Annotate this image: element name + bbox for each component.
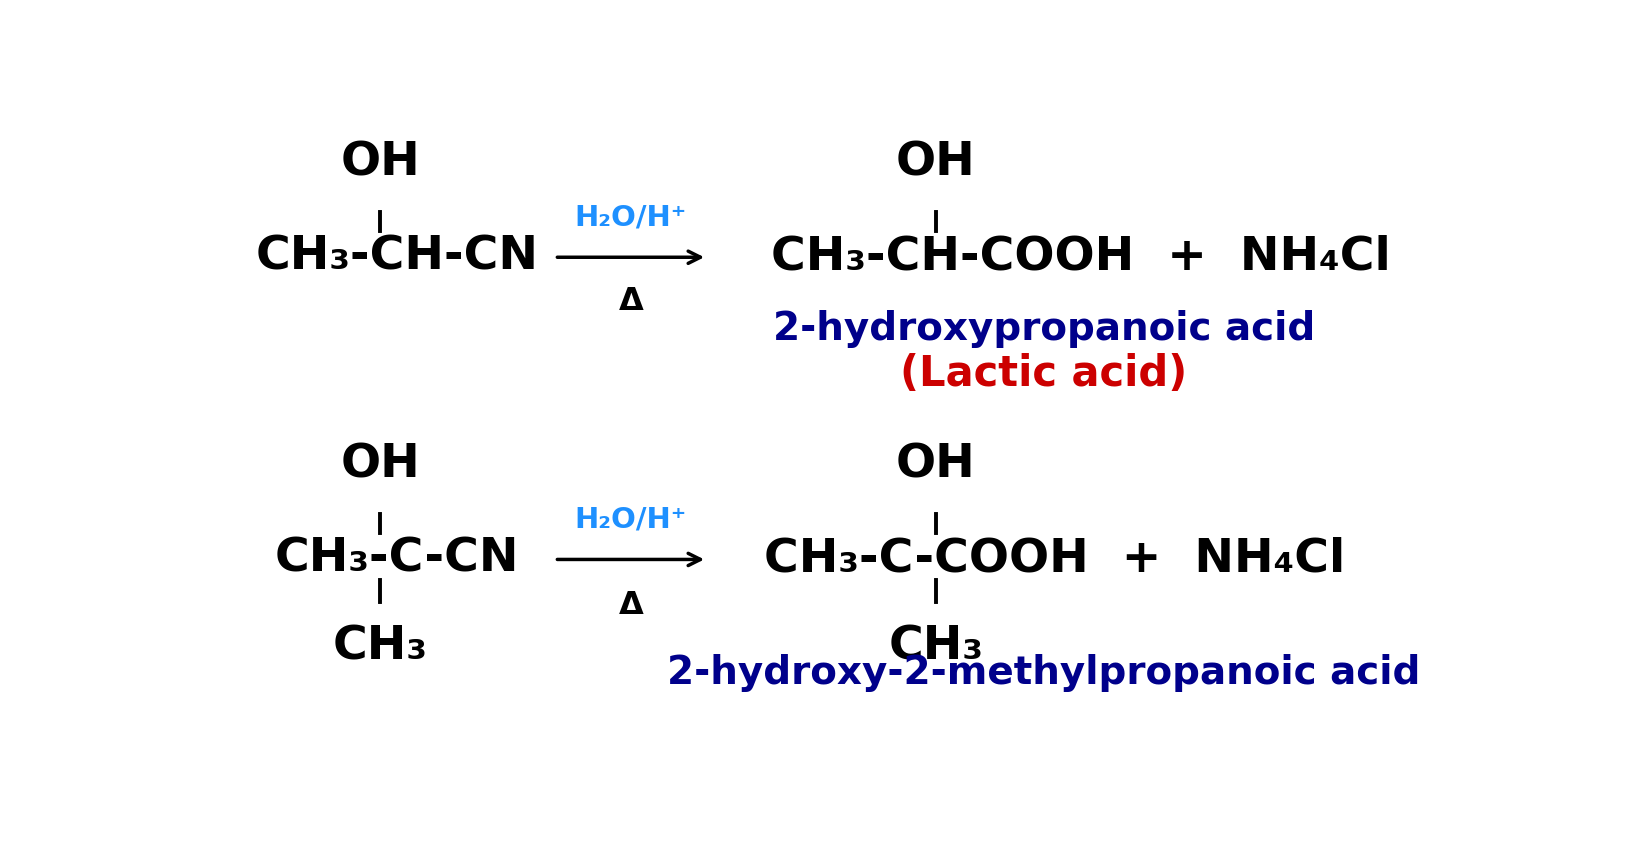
Text: 2-hydroxypropanoic acid: 2-hydroxypropanoic acid — [772, 310, 1314, 348]
Text: CH₃: CH₃ — [888, 625, 983, 669]
Text: (Lactic acid): (Lactic acid) — [900, 354, 1187, 395]
Text: OH: OH — [341, 443, 420, 488]
Text: CH₃-C-COOH  +  NH₄Cl: CH₃-C-COOH + NH₄Cl — [764, 537, 1344, 582]
Text: Δ: Δ — [618, 590, 642, 621]
Text: CH₃: CH₃ — [333, 625, 428, 669]
Text: OH: OH — [341, 141, 420, 186]
Text: CH₃-CH-CN: CH₃-CH-CN — [256, 235, 539, 279]
Text: 2-hydroxy-2-methylpropanoic acid: 2-hydroxy-2-methylpropanoic acid — [667, 654, 1419, 692]
Text: H₂O/H⁺: H₂O/H⁺ — [574, 203, 687, 231]
Text: OH: OH — [895, 443, 975, 488]
Text: CH₃-CH-COOH  +  NH₄Cl: CH₃-CH-COOH + NH₄Cl — [770, 235, 1390, 279]
Text: Δ: Δ — [618, 286, 642, 317]
Text: H₂O/H⁺: H₂O/H⁺ — [574, 506, 687, 533]
Text: OH: OH — [895, 141, 975, 186]
Text: CH₃-C-CN: CH₃-C-CN — [275, 537, 520, 582]
